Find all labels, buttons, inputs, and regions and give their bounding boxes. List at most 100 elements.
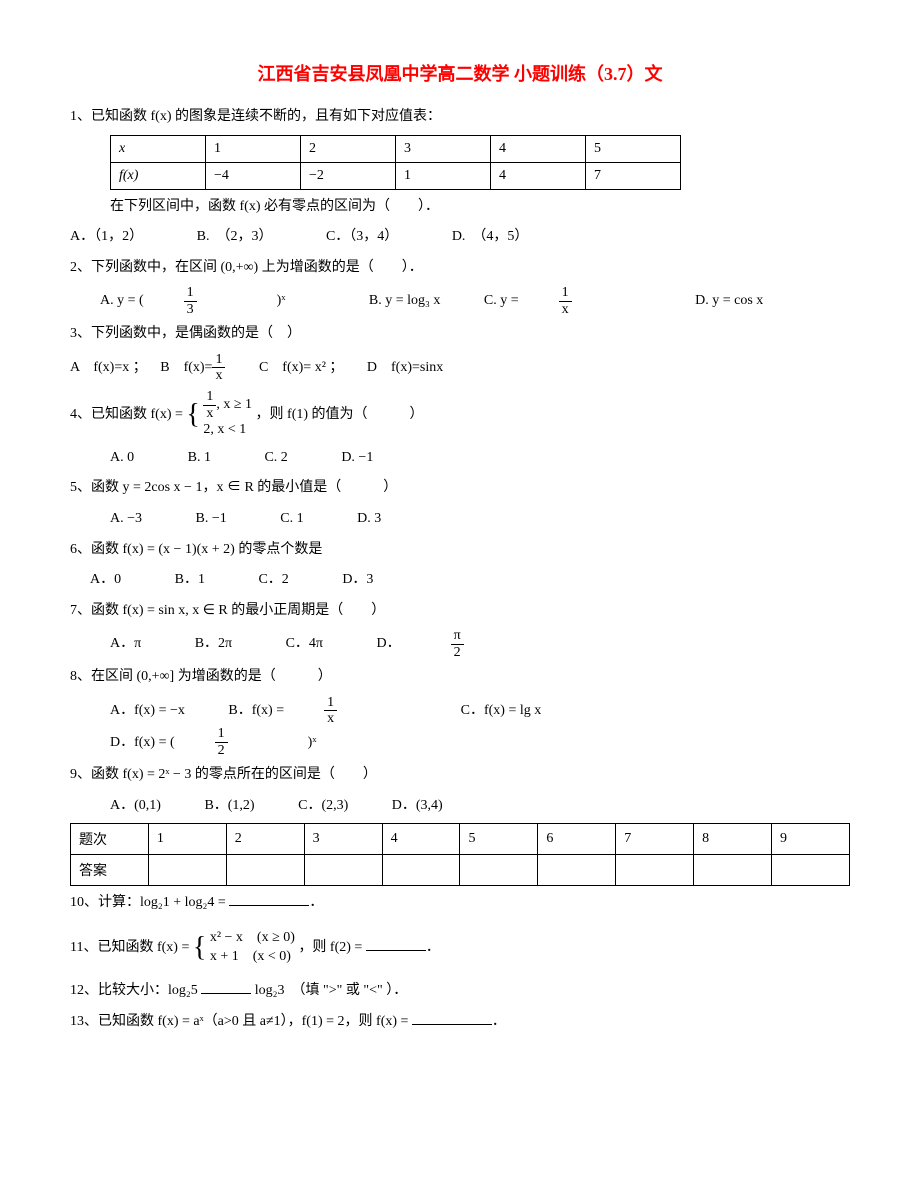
q7-opt-c: C．4π xyxy=(286,631,323,658)
q1-r2c2: −2 xyxy=(301,162,396,189)
q6-opt-d: D．3 xyxy=(342,567,373,594)
q9-opt-c: C．(2,3) xyxy=(298,793,348,820)
q1-r1c0: x xyxy=(111,135,206,162)
answer-table: 题次 1 2 3 4 5 6 7 8 9 答案 xyxy=(70,823,850,886)
question-2: 2、下列函数中，在区间 (0,+∞) 上为增函数的是（ ）． xyxy=(70,255,850,282)
blank-11 xyxy=(366,950,426,951)
q1-r2c3: 1 xyxy=(396,162,491,189)
q2-opt-b: B. y = log₃ x xyxy=(369,288,441,315)
q1-r1c1: 1 xyxy=(206,135,301,162)
q1-table: x 1 2 3 4 5 f(x) −4 −2 1 4 7 xyxy=(110,135,681,190)
page-title: 江西省吉安县凤凰中学高二数学 小题训练（3.7）文 xyxy=(70,60,850,86)
q1-opt-b: B. （2，3） xyxy=(197,224,273,251)
q2-opt-d: D. y = cos x xyxy=(695,288,763,315)
answer-col-2: 2 xyxy=(226,824,304,855)
q5-opt-a: A. −3 xyxy=(110,506,142,533)
answer-cell xyxy=(226,855,304,886)
q5-opt-b: B. −1 xyxy=(196,506,227,533)
answer-cell xyxy=(772,855,850,886)
answer-col-4: 4 xyxy=(382,824,460,855)
q1-options: A．（1，2） B. （2，3） C．（3，4） D. （4，5） xyxy=(70,224,850,251)
q4-opt-a: A. 0 xyxy=(110,445,134,472)
q1-r2c1: −4 xyxy=(206,162,301,189)
q8-opt-a: A．f(x) = −x xyxy=(110,698,185,725)
q4-opt-c: C. 2 xyxy=(264,445,287,472)
q7-options: A．π B．2π C．4π D．π2 xyxy=(110,628,850,660)
answer-cell xyxy=(694,855,772,886)
question-11: 11、已知函数 f(x) = { x² − x (x ≥ 0) x + 1 (x… xyxy=(70,921,850,974)
answer-cell xyxy=(538,855,616,886)
blank-13 xyxy=(412,1024,492,1025)
q9-opt-a: A．(0,1) xyxy=(110,793,161,820)
q9-options: A．(0,1) B．(1,2) C．(2,3) D．(3,4) xyxy=(110,793,850,820)
q4-opt-d: D. −1 xyxy=(341,445,373,472)
question-12: 12、比较大小：log₂5 log₂3 （填 ">" 或 "<" ）． xyxy=(70,978,850,1005)
question-7: 7、函数 f(x) = sin x, x ∈ R 的最小正周期是（ ） xyxy=(70,598,850,625)
answer-col-3: 3 xyxy=(304,824,382,855)
q2-opt-c: C. y = 1x xyxy=(484,285,652,317)
q1-r2c5: 7 xyxy=(586,162,681,189)
q2-opt-a: A. y = (13)ˣ xyxy=(100,285,325,317)
q1-stem: 1、已知函数 f(x) 的图象是连续不断的，且有如下对应值表： xyxy=(70,109,441,124)
question-8: 8、在区间 (0,+∞] 为增函数的是（ ） xyxy=(70,664,850,691)
q7-opt-a: A．π xyxy=(110,631,141,658)
q1-opt-a: A．（1，2） xyxy=(70,224,143,251)
q3-options: A f(x)=x ； B f(x)=1x C f(x)= x² ； D f(x)… xyxy=(70,352,850,384)
q7-opt-d: D．π2 xyxy=(377,628,564,660)
answer-col-9: 9 xyxy=(772,824,850,855)
q6-options: A．0 B．1 C．2 D．3 xyxy=(90,567,850,594)
q4-stem-suf: ，则 f(1) 的值为（ ） xyxy=(256,406,424,421)
brace-icon: { xyxy=(193,932,206,963)
q9-opt-d: D．(3,4) xyxy=(392,793,443,820)
question-9: 9、函数 f(x) = 2ˣ − 3 的零点所在的区间是（ ） xyxy=(70,762,850,789)
question-3: 3、下列函数中，是偶函数的是（ ） xyxy=(70,321,850,348)
q6-opt-a: A．0 xyxy=(90,567,121,594)
q4-opt-b: B. 1 xyxy=(188,445,211,472)
brace-icon: { xyxy=(186,399,199,430)
q1-r2c0: f(x) xyxy=(111,162,206,189)
question-1: 1、已知函数 f(x) 的图象是连续不断的，且有如下对应值表： xyxy=(70,104,850,131)
question-10: 10、计算：log₂1 + log₂4 = ． xyxy=(70,890,850,917)
q11-piecewise: x² − x (x ≥ 0) x + 1 (x < 0) xyxy=(210,929,295,965)
question-5: 5、函数 y = 2cos x − 1，x ∈ R 的最小值是（ ） xyxy=(70,475,850,502)
q5-opt-c: C. 1 xyxy=(280,506,303,533)
q8-options: A．f(x) = −x B．f(x) = 1x C．f(x) = lg x D．… xyxy=(110,695,850,759)
q1-r2c4: 4 xyxy=(491,162,586,189)
answer-cell xyxy=(460,855,538,886)
q4-stem-pre: 4、已知函数 f(x) = xyxy=(70,406,186,421)
answer-cell xyxy=(616,855,694,886)
answer-col-8: 8 xyxy=(694,824,772,855)
answer-row-label: 答案 xyxy=(71,855,149,886)
answer-col-1: 1 xyxy=(148,824,226,855)
q8-opt-c: C．f(x) = lg x xyxy=(461,698,542,725)
answer-cell xyxy=(304,855,382,886)
q4-piecewise: 1x, x ≥ 1 2, x < 1 xyxy=(203,389,252,439)
q6-opt-c: C．2 xyxy=(258,567,288,594)
question-4: 4、已知函数 f(x) = { 1x, x ≥ 1 2, x < 1 ，则 f(… xyxy=(70,388,850,441)
q7-opt-b: B．2π xyxy=(195,631,232,658)
q1-opt-d: D. （4，5） xyxy=(452,224,529,251)
q1-sub: 在下列区间中，函数 f(x) 必有零点的区间为（ ）． xyxy=(110,194,850,221)
q1-r1c3: 3 xyxy=(396,135,491,162)
question-6: 6、函数 f(x) = (x − 1)(x + 2) 的零点个数是 xyxy=(70,537,850,564)
q6-opt-b: B．1 xyxy=(175,567,205,594)
question-13: 13、已知函数 f(x) = aˣ（a>0 且 a≠1），f(1) = 2，则 … xyxy=(70,1009,850,1036)
q2-options: A. y = (13)ˣ B. y = log₃ x C. y = 1x D. … xyxy=(100,285,850,317)
q5-options: A. −3 B. −1 C. 1 D. 3 xyxy=(110,506,850,533)
q1-r1c2: 2 xyxy=(301,135,396,162)
answer-col-7: 7 xyxy=(616,824,694,855)
q5-opt-d: D. 3 xyxy=(357,506,381,533)
q3-opt-d: D f(x)=sinx xyxy=(367,360,443,375)
q3-opt-b: B f(x)=1x xyxy=(160,360,229,375)
q8-opt-b: B．f(x) = 1x xyxy=(228,695,417,727)
answer-col-6: 6 xyxy=(538,824,616,855)
q3-opt-c: C f(x)= x² ； xyxy=(259,360,343,375)
blank-12 xyxy=(201,993,251,994)
q8-opt-d: D．f(x) = (12)ˣ xyxy=(110,726,356,758)
answer-cell xyxy=(148,855,226,886)
q3-opt-a: A f(x)=x ； xyxy=(70,360,147,375)
q1-r1c4: 4 xyxy=(491,135,586,162)
answer-cell xyxy=(382,855,460,886)
q1-r1c5: 5 xyxy=(586,135,681,162)
answer-col-5: 5 xyxy=(460,824,538,855)
